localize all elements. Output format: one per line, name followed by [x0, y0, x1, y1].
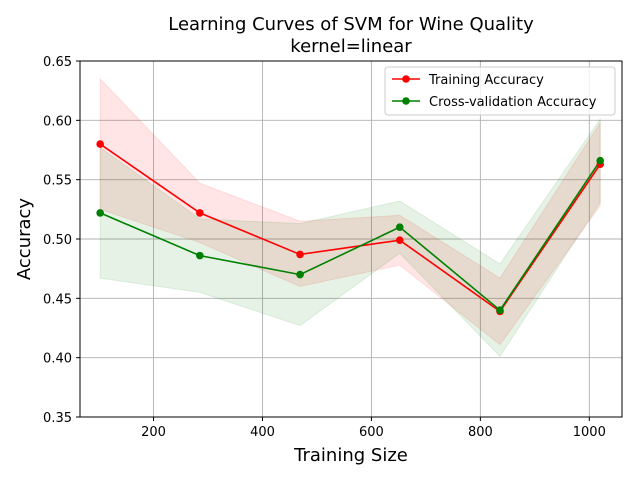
confidence-bands	[99, 77, 601, 358]
y-tick-label: 0.65	[43, 55, 72, 70]
cross-validation-point	[96, 209, 104, 217]
y-axis-ticks: 0.35 0.40 0.45 0.50 0.55 0.60 0.65	[43, 55, 80, 426]
cross-validation-point	[196, 251, 204, 260]
y-tick-label: 0.35	[43, 411, 72, 426]
legend-training-label: Training Accuracy	[428, 73, 544, 88]
x-tick-label: 600	[359, 425, 384, 440]
cross-validation-point	[395, 223, 404, 231]
cross-validation-point	[296, 270, 304, 279]
x-tick-label: 200	[141, 425, 166, 440]
legend: Training Accuracy Cross-validation Accura…	[384, 66, 616, 116]
legend-cross-validation-marker	[402, 97, 410, 105]
x-axis-label: Training Size	[293, 445, 408, 466]
series-points	[96, 140, 605, 316]
legend-cross-validation-label: Cross-validation Accuracy	[429, 95, 597, 110]
y-tick-label: 0.40	[43, 352, 72, 367]
chart-title: Learning Curves of SVM for Wine Quality	[168, 14, 534, 35]
series-lines	[99, 143, 601, 313]
cross-validation-line	[99, 160, 601, 312]
y-tick-label: 0.60	[43, 114, 72, 129]
training-line	[99, 143, 601, 313]
legend-training-marker	[402, 75, 410, 83]
chart-subtitle: kernel=linear	[290, 36, 412, 57]
x-tick-label: 1000	[573, 425, 606, 440]
cross-validation-confidence-band	[99, 117, 601, 358]
training-point	[296, 250, 304, 259]
y-tick-label: 0.55	[43, 174, 72, 189]
training-confidence-band	[99, 77, 601, 346]
grid	[80, 61, 622, 417]
x-tick-label: 800	[468, 425, 493, 440]
training-point	[395, 236, 404, 244]
y-tick-label: 0.45	[43, 292, 72, 307]
legend-box	[384, 66, 616, 116]
training-point	[196, 209, 204, 217]
y-tick-label: 0.50	[43, 233, 72, 248]
y-axis-label: Accuracy	[14, 198, 35, 281]
x-tick-label: 400	[250, 425, 275, 440]
cross-validation-point	[596, 156, 605, 165]
x-axis-ticks: 200 400 600 800 1000	[141, 417, 606, 440]
training-point	[96, 140, 104, 148]
cross-validation-point	[496, 306, 504, 315]
